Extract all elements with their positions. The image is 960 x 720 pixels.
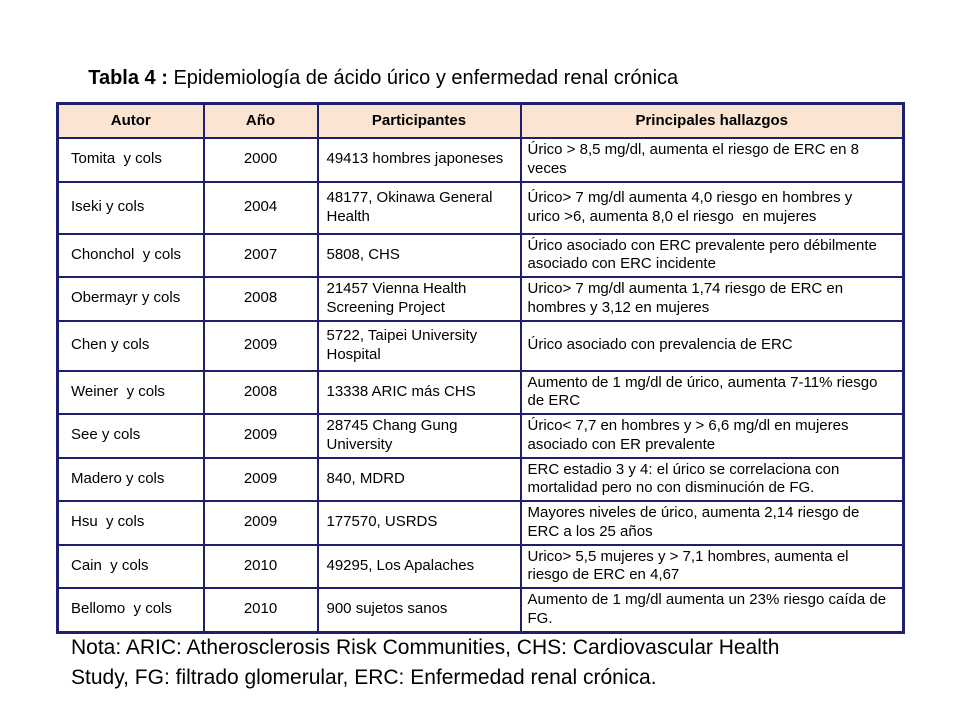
table-row: Weiner y cols 2008 13338 ARIC más CHS Au… [56, 369, 905, 415]
table-number-label: Tabla 4 : [88, 67, 168, 89]
year-cell: 2010 [202, 543, 319, 589]
findings-cell: Úrico asociado con prevalencia de ERC [519, 319, 905, 372]
table-row: Hsu y cols 2009 177570, USRDS Mayores ni… [56, 500, 905, 546]
participants-cell: 49295, Los Apalaches [316, 543, 522, 589]
findings-cell: Urico> 5,5 mujeres y > 7,1 hombres, aume… [519, 543, 905, 589]
participants-cell: 900 sujetos sanos [316, 587, 522, 633]
author-cell: Iseki y cols [56, 180, 205, 235]
table-row: Iseki y cols 2004 48177, Okinawa General… [56, 180, 905, 235]
table-row: Cain y cols 2010 49295, Los Apalaches Ur… [56, 543, 905, 589]
author-cell: Obermayr y cols [56, 276, 205, 322]
findings-cell: Úrico > 8,5 mg/dl, aumenta el riesgo de … [519, 137, 905, 183]
year-cell: 2008 [202, 276, 319, 322]
findings-cell: Úrico asociado con ERC prevalente pero d… [519, 232, 905, 278]
participants-cell: 5808, CHS [316, 232, 522, 278]
year-cell: 2000 [202, 137, 319, 183]
participants-cell: 48177, Okinawa General Health [316, 180, 522, 235]
year-cell: 2009 [202, 319, 319, 372]
table-row: Tomita y cols 2000 49413 hombres japones… [56, 137, 905, 183]
findings-cell: Urico> 7 mg/dl aumenta 1,74 riesgo de ER… [519, 276, 905, 322]
year-cell: 2010 [202, 587, 319, 633]
page-title: Tabla 4 : Epidemiología de ácido úrico y… [66, 44, 678, 113]
author-cell: Madero y cols [56, 456, 205, 502]
year-cell: 2009 [202, 500, 319, 546]
findings-cell: Mayores niveles de úrico, aumenta 2,14 r… [519, 500, 905, 546]
findings-cell: Úrico> 7 mg/dl aumenta 4,0 riesgo en hom… [519, 180, 905, 235]
findings-cell: Aumento de 1 mg/dl de úrico, aumenta 7-1… [519, 369, 905, 415]
findings-cell: Aumento de 1 mg/dl aumenta un 23% riesgo… [519, 587, 905, 633]
year-cell: 2007 [202, 232, 319, 278]
table-row: Madero y cols 2009 840, MDRD ERC estadio… [56, 456, 905, 502]
year-cell: 2009 [202, 413, 319, 459]
header-findings: Principales hallazgos [519, 102, 905, 139]
table-header-row: Autor Año Participantes Principales hall… [56, 102, 905, 139]
author-cell: See y cols [56, 413, 205, 459]
participants-cell: 5722, Taipei University Hospital [316, 319, 522, 372]
footnote-line1: Nota: ARIC: Atherosclerosis Risk Communi… [71, 636, 780, 659]
year-cell: 2004 [202, 180, 319, 235]
participants-cell: 49413 hombres japoneses [316, 137, 522, 183]
year-cell: 2008 [202, 369, 319, 415]
year-cell: 2009 [202, 456, 319, 502]
header-participants: Participantes [316, 102, 522, 139]
table-row: Bellomo y cols 2010 900 sujetos sanos Au… [56, 587, 905, 633]
author-cell: Bellomo y cols [56, 587, 205, 633]
participants-cell: 28745 Chang Gung University [316, 413, 522, 459]
participants-cell: 21457 Vienna Health Screening Project [316, 276, 522, 322]
author-cell: Chen y cols [56, 319, 205, 372]
footnote-line2: Study, FG: filtrado glomerular, ERC: Enf… [71, 665, 657, 689]
title-text: Epidemiología de ácido úrico y enfermeda… [167, 67, 679, 89]
table-row: Obermayr y cols 2008 21457 Vienna Health… [56, 276, 905, 322]
epidemiology-table: Autor Año Participantes Principales hall… [56, 102, 905, 634]
table-row: Chen y cols 2009 5722, Taipei University… [56, 319, 905, 372]
author-cell: Tomita y cols [56, 137, 205, 183]
header-year: Año [202, 102, 319, 139]
findings-cell: Úrico< 7,7 en hombres y > 6,6 mg/dl en m… [519, 413, 905, 459]
participants-cell: 840, MDRD [316, 456, 522, 502]
author-cell: Chonchol y cols [56, 232, 205, 278]
findings-cell: ERC estadio 3 y 4: el úrico se correlaci… [519, 456, 905, 502]
participants-cell: 177570, USRDS [316, 500, 522, 546]
table-row: Chonchol y cols 2007 5808, CHS Úrico aso… [56, 232, 905, 278]
header-author: Autor [56, 102, 205, 139]
table-row: See y cols 2009 28745 Chang Gung Univers… [56, 413, 905, 459]
participants-cell: 13338 ARIC más CHS [316, 369, 522, 415]
footnote: Nota: ARIC: Atherosclerosis Risk Communi… [71, 633, 921, 693]
author-cell: Cain y cols [56, 543, 205, 589]
author-cell: Weiner y cols [56, 369, 205, 415]
author-cell: Hsu y cols [56, 500, 205, 546]
